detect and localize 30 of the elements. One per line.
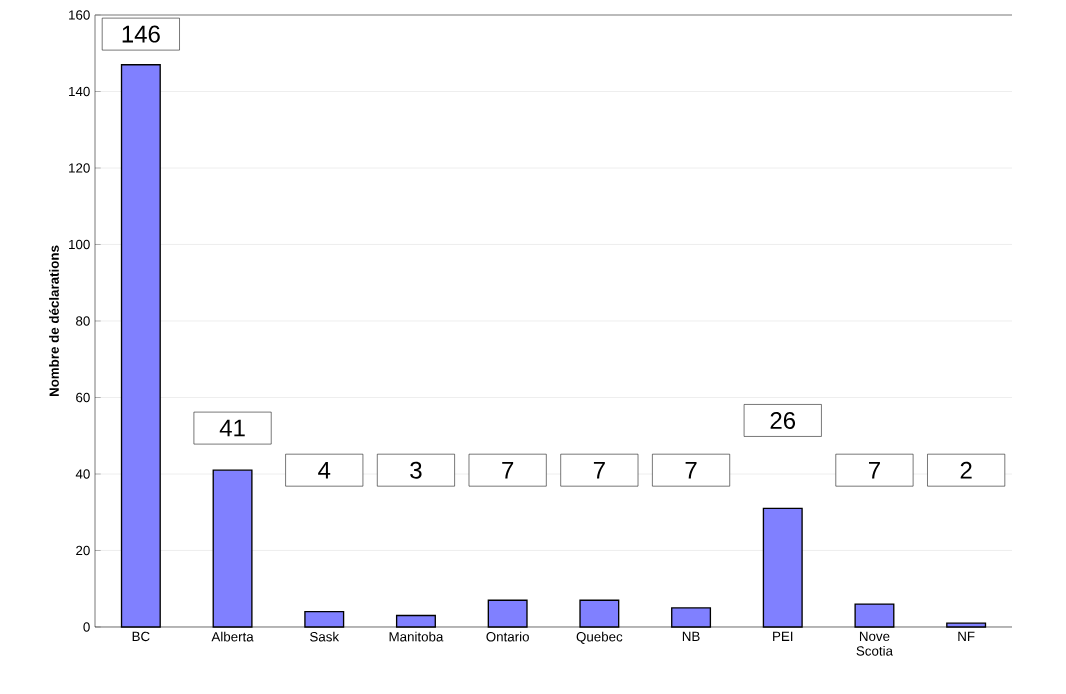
- x-tick-label: Nove Scotia: [856, 631, 893, 656]
- y-tick-label: 60: [76, 392, 90, 403]
- y-tick-label: 120: [69, 163, 90, 173]
- annotation: 7: [502, 461, 514, 479]
- annotation: 7: [869, 461, 880, 479]
- y-tick-label: 20: [76, 545, 90, 556]
- annotation: 7: [685, 461, 697, 479]
- x-tick-label: PEI: [773, 631, 793, 641]
- y-tick-label: 140: [69, 86, 90, 97]
- x-tick-label: Manitoba: [389, 631, 444, 642]
- annotation: 2: [960, 461, 972, 479]
- x-tick-label: Alberta: [211, 631, 254, 642]
- x-tick-label: Ontario: [486, 631, 529, 642]
- x-tick-label: Sask: [310, 631, 340, 642]
- x-tick-label: BC: [132, 631, 150, 642]
- x-tick-label: NF: [958, 631, 975, 641]
- y-tick-label: 40: [75, 469, 90, 479]
- y-tick-label: 160: [69, 10, 90, 20]
- y-tick-label: 0: [83, 622, 90, 632]
- annotation: 7: [593, 461, 605, 479]
- annotation: 41: [219, 419, 245, 437]
- x-tick-label: NB: [682, 631, 700, 641]
- annotation: 4: [318, 461, 331, 479]
- annotation: 146: [122, 25, 160, 43]
- annotation: 26: [770, 411, 796, 429]
- x-tick-label: Quebec: [576, 631, 623, 644]
- y-axis-title: Nombre de déclarations: [48, 245, 59, 397]
- y-tick-label: 80: [76, 316, 90, 326]
- y-tick-label: 100: [69, 239, 90, 250]
- annotation: 3: [410, 461, 422, 479]
